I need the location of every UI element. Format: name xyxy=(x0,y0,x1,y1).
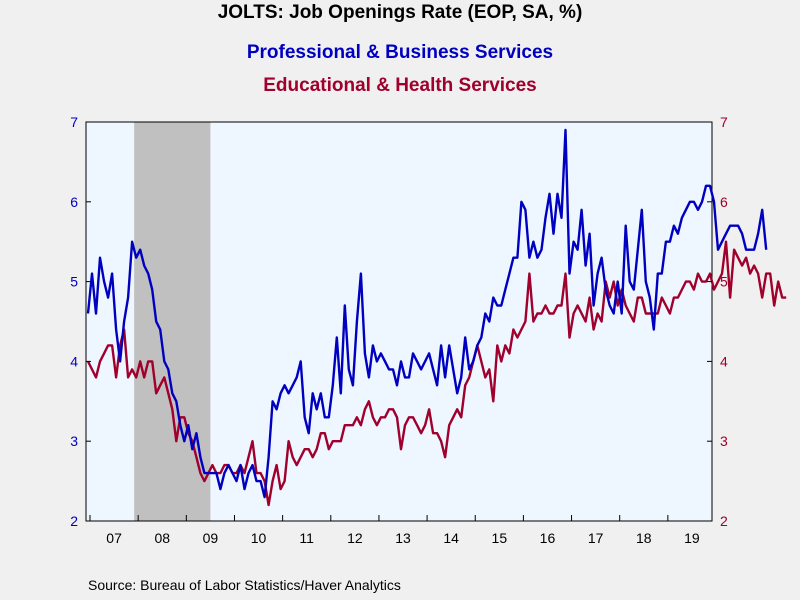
series1-legend-title: Professional & Business Services xyxy=(246,42,554,63)
series-line-1 xyxy=(86,128,768,499)
y-right-tick-label: 3 xyxy=(720,433,728,449)
y-right-tick-label: 6 xyxy=(720,194,728,210)
x-tick-label: 15 xyxy=(492,530,508,546)
x-tick-label: 13 xyxy=(395,530,411,546)
y-left-tick-label: 6 xyxy=(70,194,78,210)
y-left-tick-label: 3 xyxy=(70,433,78,449)
chart-title: JOLTS: Job Openings Rate (EOP, SA, %) xyxy=(217,2,583,23)
x-tick-label: 09 xyxy=(203,530,219,546)
y-right-tick-label: 7 xyxy=(720,114,728,130)
y-left-tick-label: 4 xyxy=(70,353,78,369)
y-right-tick-label: 4 xyxy=(720,353,728,369)
x-tick-label: 14 xyxy=(443,530,459,546)
y-left-tick-label: 7 xyxy=(70,114,78,130)
source-note: Source: Bureau of Labor Statistics/Haver… xyxy=(88,577,401,593)
x-tick-label: 12 xyxy=(347,530,363,546)
y-right-tick-label: 2 xyxy=(720,513,728,529)
series2-legend-title: Educational & Health Services xyxy=(263,75,537,96)
x-tick-label: 17 xyxy=(588,530,604,546)
y-right-tick-label: 5 xyxy=(720,274,728,290)
recession-shading xyxy=(134,122,211,521)
x-tick-label: 07 xyxy=(106,530,122,546)
x-tick-label: 18 xyxy=(636,530,652,546)
x-tick-label: 16 xyxy=(540,530,556,546)
series-line-2 xyxy=(86,240,787,507)
x-tick-label: 11 xyxy=(299,530,314,546)
x-tick-label: 10 xyxy=(251,530,267,546)
x-tick-label: 08 xyxy=(154,530,170,546)
x-tick-label: 19 xyxy=(684,530,700,546)
y-left-tick-label: 5 xyxy=(70,274,78,290)
y-left-tick-label: 2 xyxy=(70,513,78,529)
